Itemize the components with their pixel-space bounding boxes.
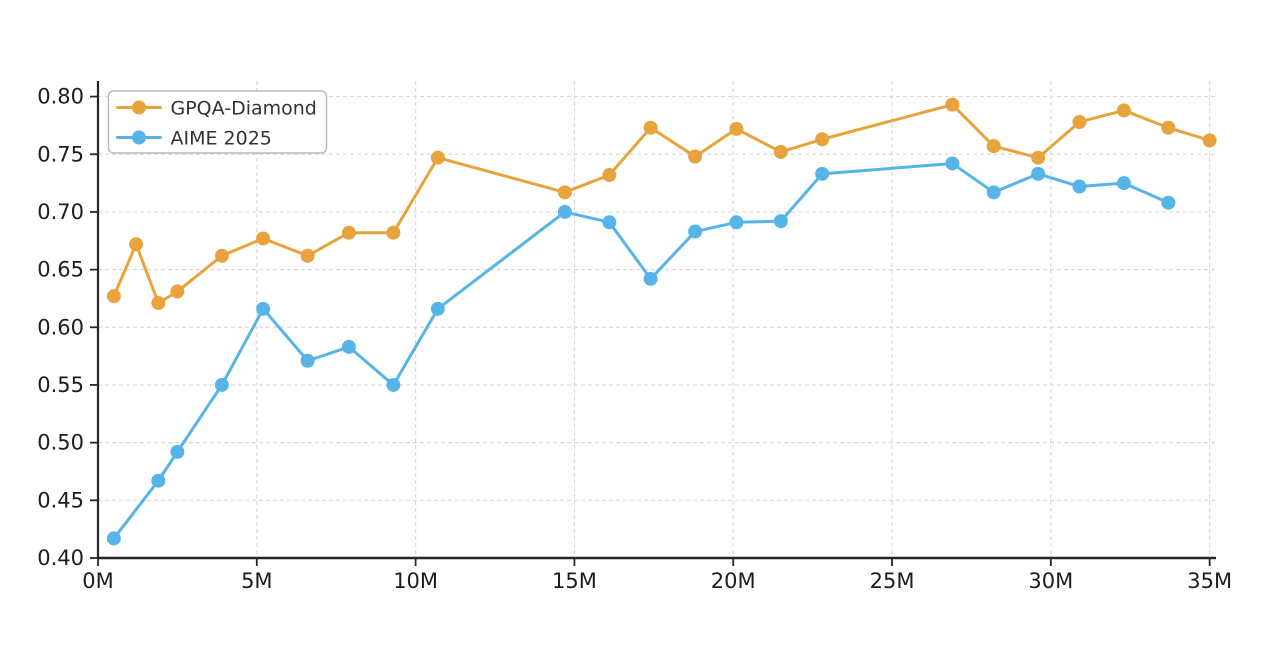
series-gpqa-diamond [106,97,1217,311]
data-point [1161,195,1176,210]
data-point [1031,150,1046,165]
data-point [557,185,572,200]
data-point [729,215,744,230]
x-tick-label: 35M [1187,569,1232,593]
y-tick-label: 0.60 [37,315,84,339]
legend-marker-icon [132,130,146,145]
data-point [386,225,401,240]
x-tick-label: 5M [241,569,272,593]
data-point [986,185,1001,200]
data-point [430,301,445,316]
data-point [106,531,121,546]
data-point [1116,176,1131,191]
legend: GPQA-Diamond AIME 2025 [107,90,328,154]
data-point [773,214,788,229]
data-point [170,444,185,459]
data-point [214,377,229,392]
series-line-aime-2025 [112,161,1170,540]
data-point [945,156,960,171]
data-point [300,353,315,368]
data-point [256,301,271,316]
data-point [643,271,658,286]
data-point [1031,166,1046,181]
series-line-gpqa-diamond [112,103,1212,305]
data-point [170,284,185,299]
y-tick-label: 0.70 [37,200,84,224]
data-point [1161,120,1176,135]
y-tick-label: 0.45 [37,488,84,512]
series-aime-2025 [106,156,1176,546]
y-tick-label: 0.80 [37,85,84,109]
x-tick-label: 15M [552,569,597,593]
data-point [256,231,271,246]
data-point [300,248,315,263]
data-point [1202,133,1217,148]
data-point [773,144,788,159]
data-point [688,224,703,239]
x-tick-label: 30M [1028,569,1073,593]
data-point [1072,114,1087,129]
data-point [602,168,617,183]
legend-item-gpqa-diamond: GPQA-Diamond [116,98,317,120]
legend-item-label: GPQA-Diamond [171,98,317,120]
y-tick-label: 0.50 [37,431,84,455]
data-point [151,296,166,311]
y-tick-label: 0.40 [37,546,84,570]
data-point [1116,103,1131,118]
axes: 0M 5M 10M 15M 20M 25M 30M 35M 0.40 0.45 0.50 0.55 0.… [37,81,1232,593]
y-tick-label: 0.75 [37,142,84,166]
legend-item-aime-2025: AIME 2025 [116,128,272,150]
data-point [815,132,830,147]
data-point [557,204,572,219]
x-tick-label: 10M [393,569,438,593]
data-point [945,97,960,112]
data-point [602,215,617,230]
data-point [729,121,744,136]
data-point [129,237,144,252]
data-point [151,473,166,488]
data-point [688,149,703,164]
data-point [341,339,356,354]
legend-box [107,90,328,154]
data-point [643,120,658,135]
data-point [986,139,1001,154]
data-point [815,166,830,181]
data-point [106,289,121,304]
data-point [214,248,229,263]
data-point [430,150,445,165]
x-tick-label: 0M [82,569,113,593]
y-tick-label: 0.55 [37,373,84,397]
data-point [1072,179,1087,194]
legend-item-label: AIME 2025 [171,128,272,150]
legend-marker-icon [132,100,146,115]
y-tick-label: 0.65 [37,258,84,282]
data-point [386,377,401,392]
data-point [341,225,356,240]
x-tick-label: 20M [711,569,756,593]
x-tick-label: 25M [870,569,915,593]
